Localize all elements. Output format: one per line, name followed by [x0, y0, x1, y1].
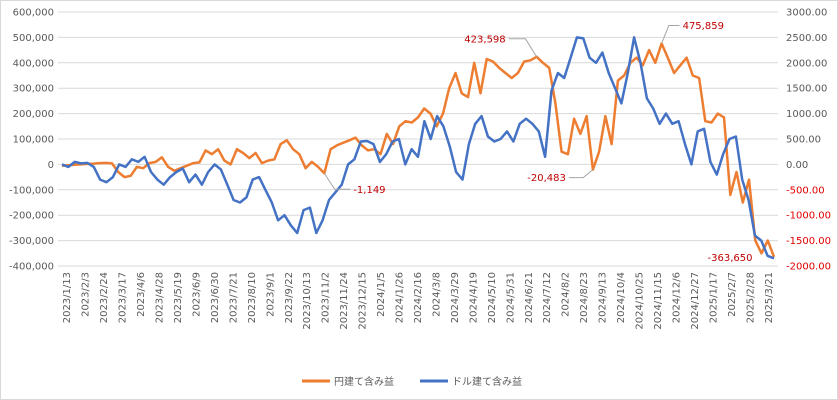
x-tick-label: 2024/6/21: [524, 272, 535, 323]
right-tick-label: 2000.00: [786, 58, 827, 69]
legend-label-usd: ドル建て含み益: [452, 375, 522, 388]
left-tick-label: 0: [48, 160, 54, 171]
series-line-1: [61, 36, 775, 260]
annotation-label: 475,859: [683, 21, 724, 32]
x-tick-label: 2025/3/21: [764, 272, 775, 323]
right-tick-label: 1000.00: [786, 109, 827, 120]
x-tick-label: 2023/9/1: [265, 272, 276, 317]
legend: 円建て含み益 ドル建て含み益: [302, 375, 522, 388]
x-tick-label: 2023/2/3: [81, 272, 92, 317]
x-tick-label: 2024/1/26: [395, 272, 406, 323]
left-tick-label: 400,000: [13, 58, 54, 69]
x-tick-label: 2025/2/28: [745, 272, 756, 323]
right-axis-ticks: 3000.00 2500.00 2000.00 1500.00 1000.00 500.0…: [786, 8, 831, 273]
x-tick-label: 2023/3/17: [118, 272, 129, 323]
left-tick-label: 500,000: [13, 33, 54, 44]
x-tick-label: 2024/11/15: [653, 272, 664, 330]
annotation-label: -20,483: [527, 173, 566, 184]
x-tick-label: 2023/7/21: [228, 272, 239, 323]
right-tick-label: 0.00: [786, 160, 808, 171]
x-tick-label: 2024/9/13: [598, 272, 609, 323]
left-tick-label: 100,000: [13, 135, 54, 146]
annotation-label: -363,650: [708, 253, 753, 264]
x-tick-label: 2023/10/13: [302, 272, 313, 330]
x-tick-label: 2025/2/7: [727, 272, 738, 317]
right-tick-label: 1500.00: [786, 84, 827, 95]
x-tick-label: 2023/2/24: [99, 272, 110, 323]
right-tick-label: 2500.00: [786, 33, 827, 44]
x-tick-label: 2023/11/2: [321, 272, 332, 323]
x-tick-label: 2024/12/6: [671, 272, 682, 323]
annotation-label: 423,598: [464, 34, 505, 45]
x-tick-label: 2024/7/12: [542, 272, 553, 323]
series-lines: [61, 36, 776, 260]
x-tick-label: 2023/9/22: [284, 272, 295, 323]
annotation-label: -1,149: [353, 185, 385, 196]
gridlines: [58, 11, 778, 267]
left-tick-label: -400,000: [9, 262, 54, 273]
left-tick-label: 300,000: [13, 84, 54, 95]
x-tick-label: 2024/10/25: [635, 272, 646, 330]
x-tick-label: 2023/12/15: [358, 272, 369, 330]
x-tick-label: 2024/3/29: [450, 272, 461, 323]
x-tick-label: 2023/1/13: [62, 272, 73, 323]
x-tick-label: 2023/5/19: [173, 272, 184, 323]
annotation-leader: [323, 173, 351, 190]
x-tick-label: 2024/2/16: [413, 272, 424, 323]
x-tick-label: 2024/12/27: [690, 272, 701, 330]
x-tick-label: 2024/8/23: [579, 272, 590, 323]
x-tick-label: 2023/11/24: [339, 272, 350, 330]
right-tick-label: 3000.00: [786, 8, 827, 19]
right-tick-label: -1500.00: [786, 236, 831, 247]
x-tick-label: 2023/4/28: [155, 272, 166, 323]
left-tick-label: -100,000: [9, 185, 54, 196]
series-line-0: [61, 42, 776, 258]
x-tick-label: 2024/10/4: [616, 272, 627, 323]
annotation-leader: [661, 25, 680, 44]
annotation-leader: [568, 169, 594, 179]
right-tick-label: 500.00: [786, 135, 821, 146]
right-tick-label: -2000.00: [786, 262, 831, 273]
x-tick-label: 2023/4/6: [136, 272, 147, 317]
annotation-leader: [508, 38, 538, 58]
annotations: 423,598 475,859 -1,149 -20,483 -363,650: [323, 21, 753, 264]
x-tick-label: 2023/6/9: [191, 272, 202, 317]
left-tick-label: 200,000: [13, 109, 54, 120]
x-tick-label: 2024/4/19: [468, 272, 479, 323]
x-tick-label: 2024/1/5: [376, 272, 387, 317]
right-tick-label: -1000.00: [786, 211, 831, 222]
x-tick-label: 2024/8/2: [561, 272, 572, 317]
x-tick-label: 2025/1/17: [708, 272, 719, 323]
legend-label-yen: 円建て含み益: [334, 375, 394, 388]
x-tick-label: 2024/3/8: [431, 272, 442, 317]
left-tick-label: -200,000: [9, 211, 54, 222]
right-tick-label: -500.00: [786, 185, 825, 196]
left-tick-label: 600,000: [13, 8, 54, 19]
x-axis-ticks: 2023/1/13 2023/2/3 2023/2/24 2023/3/17 2023/…: [62, 272, 775, 330]
x-tick-label: 2023/8/10: [247, 272, 258, 323]
x-tick-label: 2024/5/31: [505, 272, 516, 323]
left-axis-ticks: 600,000 500,000 400,000 300,000 200,000 100,0…: [9, 8, 54, 273]
x-tick-label: 2023/6/30: [210, 272, 221, 323]
x-tick-label: 2024/5/10: [487, 272, 498, 323]
left-tick-label: -300,000: [9, 236, 54, 247]
